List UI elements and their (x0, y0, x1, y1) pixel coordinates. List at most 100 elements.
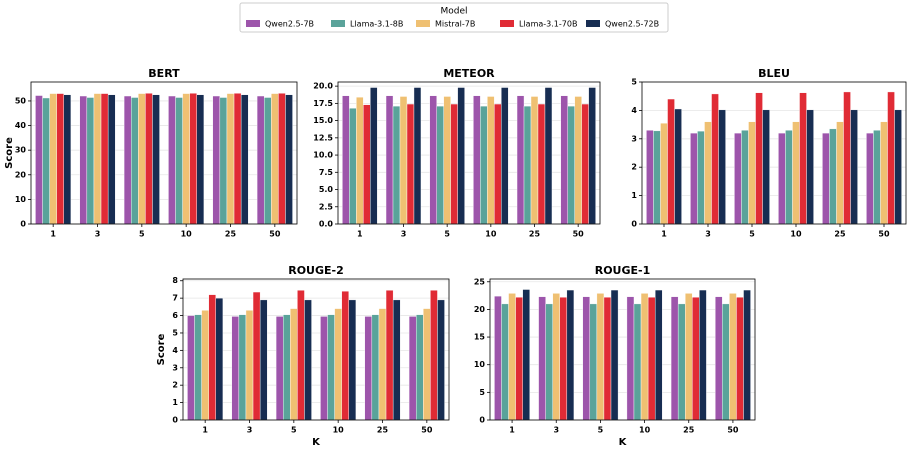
bar (63, 94, 72, 225)
bar (189, 93, 198, 225)
bar (516, 95, 525, 225)
bar (887, 91, 895, 225)
bar (145, 93, 153, 225)
y-tick-label: 15.0 (313, 116, 333, 125)
bar (385, 290, 394, 421)
x-axis-label: K (312, 437, 321, 448)
bar (755, 92, 763, 225)
bar (370, 87, 378, 225)
bar (494, 295, 502, 421)
bar (778, 132, 786, 225)
bar (722, 303, 730, 421)
bar (194, 314, 202, 421)
legend-swatch (586, 20, 600, 27)
x-tick-label: 3 (401, 230, 407, 239)
bar (660, 122, 668, 225)
bar (640, 293, 649, 421)
y-tick-label: 40 (15, 121, 27, 130)
x-tick-label: 3 (705, 230, 711, 239)
chart-title: ROUGE-2 (288, 264, 344, 277)
bar (349, 107, 357, 225)
bar (697, 130, 705, 225)
bar (699, 289, 707, 421)
bar (437, 299, 445, 421)
bar (866, 132, 874, 225)
y-axis-label: Score (156, 333, 167, 365)
bar (212, 95, 221, 225)
bar (748, 121, 756, 225)
bar (792, 121, 800, 225)
bar (256, 95, 265, 225)
x-tick-label: 50 (878, 230, 890, 239)
bar (566, 289, 575, 421)
y-tick-label: 15 (474, 333, 486, 342)
x-tick-label: 10 (639, 426, 651, 435)
bar (567, 105, 575, 225)
bar (581, 103, 589, 225)
bar (494, 103, 502, 225)
axes-frame (641, 81, 907, 225)
bar (741, 130, 749, 225)
axes-frame (182, 278, 450, 421)
bar (646, 130, 654, 225)
bar (674, 108, 682, 225)
bar (233, 93, 242, 225)
y-tick-label: 10.0 (313, 151, 333, 160)
bar (715, 296, 723, 421)
legend-label: Qwen2.5-72B (605, 20, 659, 29)
bar (654, 289, 663, 421)
bar (208, 294, 217, 421)
chart-title: BLEU (758, 67, 790, 80)
x-tick-label: 5 (139, 230, 145, 239)
bar (282, 314, 291, 421)
bar (626, 296, 635, 421)
bar (245, 310, 254, 421)
bar (152, 94, 160, 225)
x-tick-label: 10 (485, 230, 497, 239)
bar (429, 95, 437, 225)
y-tick-label: 5 (479, 388, 485, 397)
bar (138, 93, 146, 225)
bar (522, 289, 530, 421)
y-tick-label: 5 (172, 328, 178, 337)
bar (806, 109, 814, 225)
bar (187, 315, 195, 421)
bar (538, 296, 546, 421)
x-tick-label: 3 (95, 230, 101, 239)
bar (196, 94, 205, 225)
bar (457, 87, 465, 225)
x-tick-label: 1 (661, 230, 667, 239)
x-tick-label: 50 (573, 230, 585, 239)
x-tick-label: 5 (444, 230, 450, 239)
chart-title: ROUGE-1 (595, 264, 651, 277)
bar (667, 98, 675, 225)
bar (487, 96, 495, 225)
bar (436, 105, 444, 225)
legend-label: Llama-3.1-8B (350, 20, 403, 29)
chart-title: BERT (148, 67, 180, 80)
x-tick-label: 3 (247, 426, 253, 435)
axes-frame (337, 81, 601, 225)
bar (175, 97, 183, 225)
y-tick-label: 30 (15, 146, 27, 155)
bar (406, 103, 415, 225)
chart-title: METEOR (443, 67, 495, 80)
y-tick-label: 5.0 (319, 185, 334, 194)
bar (544, 87, 553, 225)
bar (829, 128, 837, 225)
bar (341, 290, 350, 421)
x-tick-label: 1 (357, 230, 363, 239)
x-tick-label: 10 (181, 230, 193, 239)
x-tick-label: 1 (202, 426, 208, 435)
bar (79, 95, 88, 225)
y-tick-label: 20 (15, 170, 27, 179)
y-tick-label: 0.0 (319, 220, 334, 229)
bar (836, 121, 844, 225)
y-tick-label: 10 (15, 195, 27, 204)
bar (473, 95, 481, 225)
bar (275, 316, 284, 421)
bar (201, 310, 209, 421)
bar (530, 96, 539, 225)
y-tick-label: 0 (479, 416, 485, 425)
y-tick-label: 6 (172, 311, 178, 320)
